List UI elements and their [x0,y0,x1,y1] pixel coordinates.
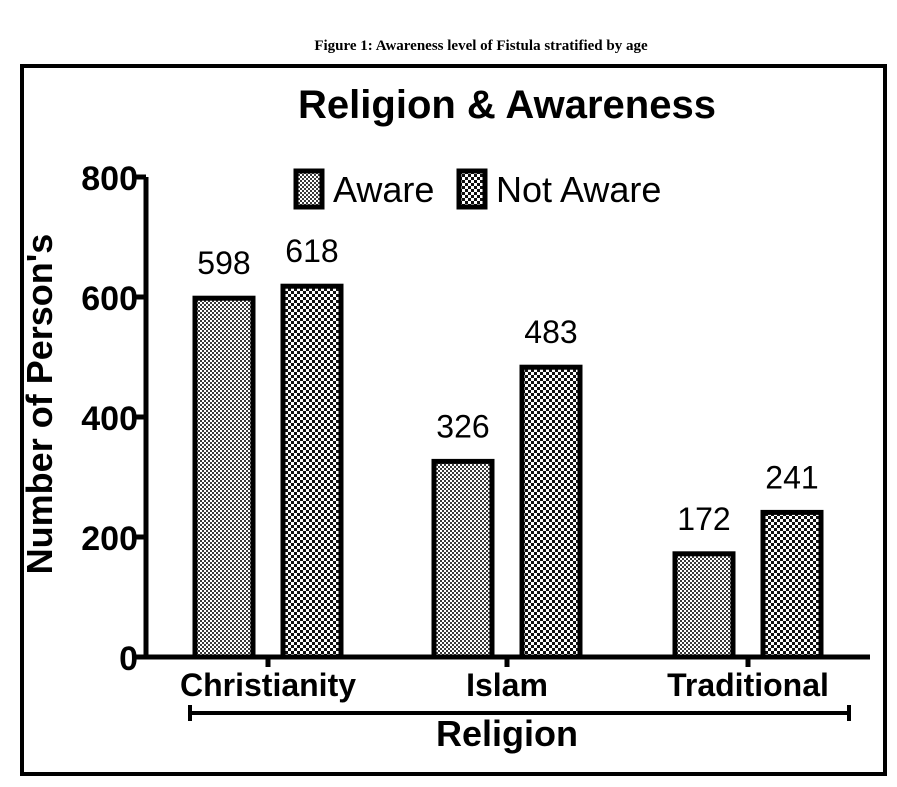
data-label: 618 [285,233,338,269]
legend: Aware Not Aware [293,168,661,210]
chart-title: Religion & Awareness [298,83,716,127]
y-tick-label: 0 [119,640,138,678]
data-label: 241 [765,459,818,495]
x-tick-label: Islam [466,667,548,703]
legend-label-aware: Aware [333,169,434,210]
bar-not-aware [280,283,344,660]
legend-swatch-aware [293,168,325,210]
y-tick-label: 600 [81,280,138,318]
y-tick-label: 400 [81,400,138,438]
data-label: 598 [197,245,250,281]
x-tick-label: Christianity [180,667,356,703]
y-axis-label: Number of Person's [19,234,60,575]
data-label: 326 [436,408,489,444]
bar-not-aware [760,509,824,660]
bar-aware [192,295,256,660]
bar-aware [431,458,495,660]
x-axis-label: Religion [436,713,578,754]
bar-not-aware [519,364,583,660]
x-tick-label: Traditional [667,667,829,703]
figure-caption: Figure 1: Awareness level of Fistula str… [314,38,648,54]
chart-frame [20,64,887,776]
y-tick-label: 200 [81,520,138,558]
y-tick-label: 800 [81,160,138,198]
data-label: 172 [677,501,730,537]
bar-aware [672,551,736,660]
legend-label-not-aware: Not Aware [496,169,661,210]
data-label: 483 [524,314,577,350]
legend-swatch-not-aware [456,168,488,210]
